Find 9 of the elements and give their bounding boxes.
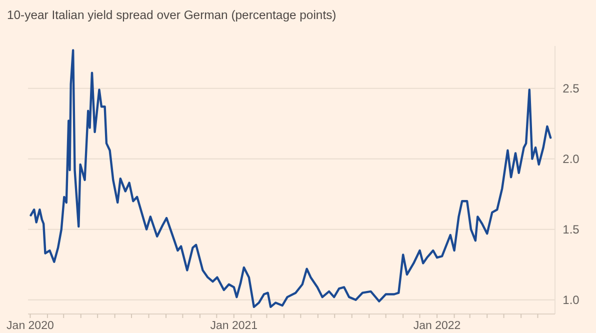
x-tick-label: Jan 2021	[210, 320, 258, 332]
y-tick-label: 1.0	[562, 293, 580, 308]
y-tick-label: 1.5	[562, 222, 580, 237]
line-series	[30, 49, 552, 308]
x-tick-label: Jan 2022	[413, 320, 461, 332]
y-tick-label: 2.5	[562, 82, 580, 96]
chart-title: 10-year Italian yield spread over German (percentage points)	[7, 8, 336, 22]
x-tick-label: Jan 2020	[6, 320, 54, 332]
y-tick-label: 2.0	[562, 152, 580, 166]
